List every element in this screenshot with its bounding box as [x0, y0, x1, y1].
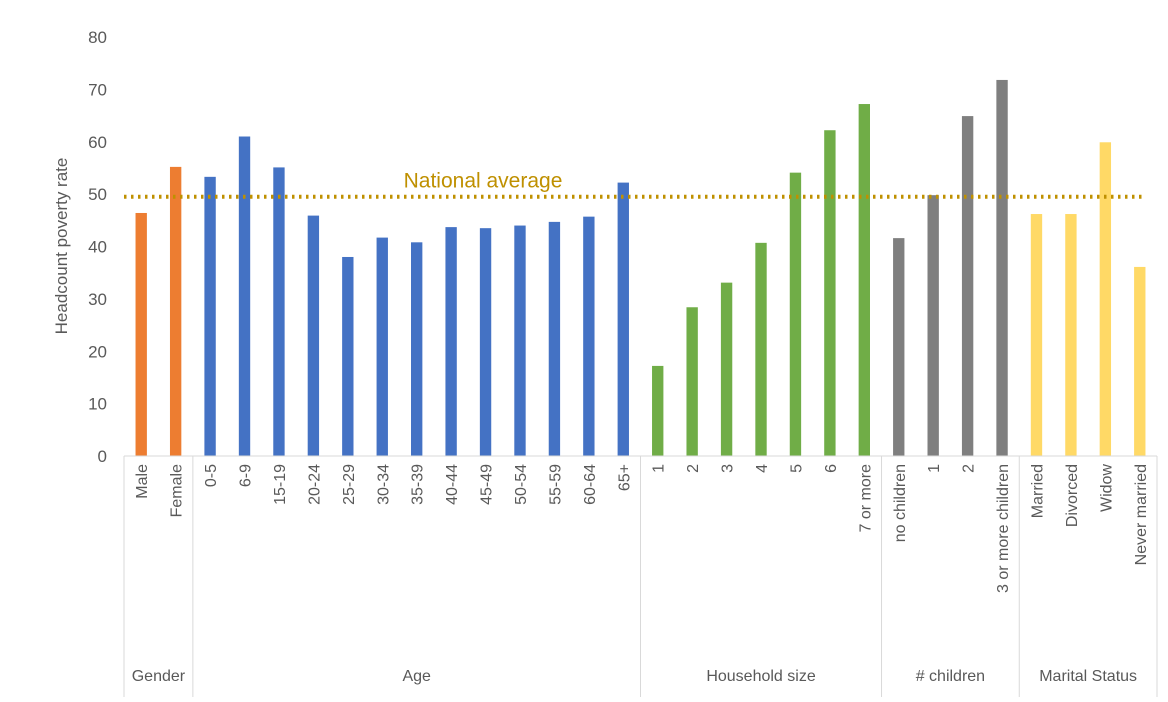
x-tick-label: 35-39: [410, 464, 427, 505]
x-axis: Male Female Gender 0-5 6-9 15-19 20-24 25-29 30-…: [123, 455, 1158, 697]
x-tick-label: 45-49: [479, 464, 496, 505]
y-tick-label: 0: [98, 447, 107, 466]
bar: [479, 228, 492, 456]
group-label: # children: [916, 668, 985, 685]
bar: [1030, 214, 1043, 456]
x-tick-label: 55-59: [547, 464, 564, 505]
bar: [307, 215, 320, 456]
bar: [961, 116, 974, 457]
group-label: Marital Status: [1039, 668, 1137, 685]
bar: [789, 172, 802, 456]
group-label: Age: [402, 668, 431, 685]
bar: [583, 216, 595, 456]
x-tick-label: 20-24: [306, 464, 323, 505]
y-tick-label: 30: [88, 290, 107, 309]
reference-line-layer: National average: [124, 170, 1143, 199]
bar: [342, 256, 354, 456]
x-tick-label: 6-9: [238, 464, 255, 487]
y-tick-label: 60: [88, 133, 107, 152]
x-tick-label: 65+: [616, 464, 633, 491]
bar: [1134, 266, 1146, 456]
bar: [204, 176, 216, 456]
x-tick-label: 4: [754, 464, 771, 473]
bar: [411, 242, 423, 456]
bar: [927, 195, 939, 457]
bar: [514, 225, 526, 456]
x-tick-label: Male: [134, 464, 151, 499]
x-tick-label: Widow: [1098, 464, 1115, 512]
bar: [1099, 142, 1112, 456]
bar: [1065, 214, 1077, 456]
bar: [548, 221, 561, 456]
bar: [617, 182, 629, 457]
bar: [996, 79, 1008, 456]
x-tick-label: Divorced: [1064, 464, 1081, 527]
x-tick-label: 2: [685, 464, 702, 473]
y-tick-label: 10: [88, 395, 107, 414]
bar: [238, 136, 251, 456]
bar: [720, 282, 733, 456]
y-tick-label: 50: [88, 185, 107, 204]
x-tick-label: 15-19: [272, 464, 289, 505]
national-average-label: National average: [404, 170, 563, 193]
x-tick-label: 60-64: [582, 464, 599, 505]
x-tick-label: 3: [720, 464, 737, 473]
group-label: Household size: [706, 668, 816, 685]
bar: [858, 104, 870, 456]
x-tick-label: 1: [651, 464, 668, 473]
x-tick-label: 2: [961, 464, 978, 473]
bar: [135, 212, 147, 456]
bar: [169, 166, 182, 456]
x-tick-label: 7 or more: [857, 464, 874, 533]
x-tick-label: 25-29: [341, 464, 358, 505]
bar: [686, 307, 698, 456]
bars: [135, 79, 1146, 457]
bar: [376, 237, 388, 456]
x-tick-label: 3 or more children: [995, 464, 1012, 593]
x-tick-label: Married: [1029, 464, 1046, 518]
y-tick-label: 40: [88, 238, 107, 257]
y-tick-label: 20: [88, 342, 107, 361]
x-tick-label: 5: [788, 464, 805, 473]
x-tick-label: no children: [892, 464, 909, 542]
group-label: Gender: [132, 668, 186, 685]
bar: [652, 365, 664, 456]
x-tick-label: 0-5: [203, 464, 220, 487]
x-tick-label: 40-44: [444, 464, 461, 505]
y-tick-label: 70: [88, 80, 107, 99]
x-tick-label: 30-34: [375, 464, 392, 505]
y-axis-label: Headcount poverty rate: [52, 158, 71, 335]
bar: [273, 167, 285, 456]
bar: [893, 238, 905, 456]
x-tick-label: Never married: [1133, 464, 1150, 565]
bar: [824, 130, 836, 457]
x-tick-label: Female: [169, 464, 186, 517]
y-axis-ticks: 0 10 20 30 40 50 60 70 80: [88, 28, 107, 466]
x-tick-label: 1: [926, 464, 943, 473]
y-tick-label: 80: [88, 28, 107, 47]
x-tick-label: 50-54: [513, 464, 530, 505]
bar: [445, 227, 457, 456]
x-tick-label: 6: [823, 464, 840, 473]
bar: [755, 242, 767, 456]
